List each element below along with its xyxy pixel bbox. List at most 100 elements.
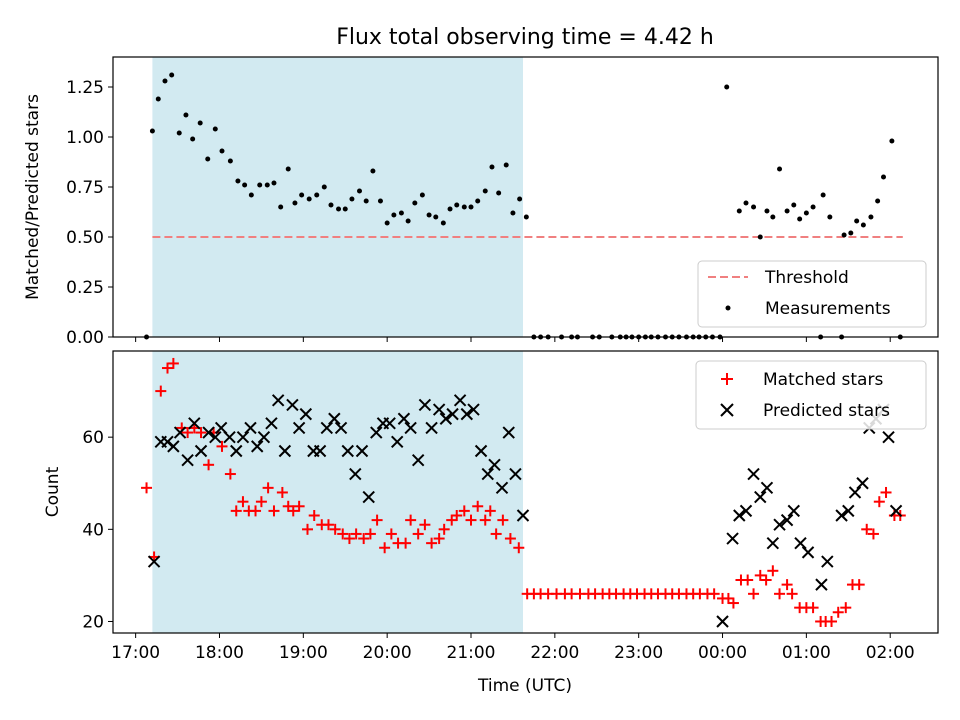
matched-star-point — [727, 597, 739, 609]
x-b — [474, 444, 488, 458]
x-b — [286, 398, 299, 412]
x-b — [230, 444, 243, 458]
measurement-point — [482, 188, 488, 194]
predicted-star-point — [716, 615, 729, 628]
predicted-star-point — [453, 394, 467, 407]
predicted-star-point — [328, 412, 341, 425]
x-b — [432, 403, 446, 416]
predicted-star-point — [362, 490, 375, 504]
measurement-point — [363, 198, 369, 204]
count-panel: 20 40 60 17:00 18:00 19:00 20:00 21:00 22:00 23:0… — [82, 350, 939, 663]
measurement-point — [419, 192, 425, 198]
measurement-point — [426, 212, 432, 218]
ratio-y-axis-label: Matched/Predicted stars — [23, 94, 43, 300]
x-b — [716, 615, 729, 628]
measurement-point — [447, 206, 453, 212]
matched-star-point — [216, 440, 228, 452]
x-b — [383, 417, 396, 430]
x-b — [167, 440, 180, 453]
x-b — [889, 504, 903, 518]
x-b — [418, 398, 432, 412]
x-b — [404, 421, 417, 435]
matched-star-point — [754, 569, 766, 581]
x-b — [488, 458, 501, 472]
predicted-star-point — [209, 430, 222, 444]
matched-star-point — [861, 523, 873, 535]
ratio-axes-frame — [112, 56, 939, 338]
matched-star-point — [182, 427, 194, 439]
measurement-point — [169, 72, 175, 78]
measurement-point — [841, 232, 847, 238]
x-b — [370, 426, 383, 439]
x-tick-label: 01:00 — [782, 643, 831, 663]
measurement-point — [889, 138, 895, 144]
matched-star-point — [708, 588, 720, 600]
predicted-star-point — [467, 403, 480, 416]
measurement-point — [278, 204, 284, 210]
matched-star-point — [774, 588, 786, 600]
predicted-star-point — [257, 430, 271, 444]
measurement-point — [736, 208, 742, 214]
predicted-star-point — [418, 398, 432, 412]
predicted-star-point — [244, 421, 257, 435]
x-b — [320, 421, 334, 435]
measurement-point — [336, 206, 342, 212]
predicted-star-point — [147, 555, 161, 568]
matched-star-point — [786, 588, 798, 600]
predicted-star-point — [313, 444, 327, 458]
predicted-star-point — [889, 504, 903, 518]
x-b — [516, 509, 530, 522]
matched-star-point — [293, 500, 305, 512]
x-b — [726, 532, 739, 545]
matched-star-point — [141, 482, 153, 494]
matched-star-point — [268, 505, 280, 517]
matched-star-point — [287, 505, 299, 517]
predicted-star-point — [425, 421, 438, 435]
ratio-legend-box — [697, 260, 927, 328]
predicted-star-point — [223, 430, 236, 444]
predicted-star-point — [754, 490, 767, 504]
time-x-axis-label: Time (UTC) — [477, 676, 572, 696]
matched-star-point — [867, 528, 879, 540]
matched-star-point — [337, 528, 349, 540]
x-b — [265, 417, 278, 430]
x-b — [411, 453, 425, 467]
matched-star-point — [438, 523, 450, 535]
predicted-star-point — [286, 398, 299, 412]
matched-star-point — [807, 602, 819, 614]
x-b — [848, 486, 862, 499]
predicted-star-point — [460, 407, 474, 421]
matched-star-point — [826, 615, 838, 627]
measurement-point — [751, 204, 757, 210]
measurement-point — [176, 130, 182, 136]
matched-star-point — [195, 427, 207, 439]
chart-title: Flux total observing time = 4.42 h — [336, 25, 714, 50]
measurement-point — [791, 202, 797, 208]
measurement-point — [523, 214, 529, 220]
measurement-point — [489, 164, 495, 170]
x-b — [292, 421, 306, 435]
predicted-star-point — [202, 426, 215, 439]
matched-star-point — [250, 505, 262, 517]
x-b — [815, 578, 828, 591]
measurement-point — [784, 208, 790, 214]
matched-star-point — [400, 537, 412, 549]
matched-star-point — [465, 514, 477, 526]
legend-threshold-label: Threshold — [764, 268, 849, 288]
matched-star-point — [419, 519, 431, 531]
matched-star-point — [371, 514, 383, 526]
measurement-point — [860, 222, 866, 228]
matched-star-point — [853, 579, 865, 591]
matched-star-point — [237, 496, 249, 508]
x-b — [349, 467, 362, 481]
matched-star-point — [497, 514, 509, 526]
x-b — [214, 421, 228, 435]
matched-star-point — [880, 486, 892, 498]
matched-star-point — [385, 528, 397, 540]
x-b — [188, 417, 201, 430]
x-tick-label: 21:00 — [447, 643, 496, 663]
count-shaded-span — [152, 351, 523, 633]
predicted-star-point — [251, 440, 264, 453]
x-tick-label: 02:00 — [866, 643, 915, 663]
matched-star-point — [742, 574, 754, 586]
